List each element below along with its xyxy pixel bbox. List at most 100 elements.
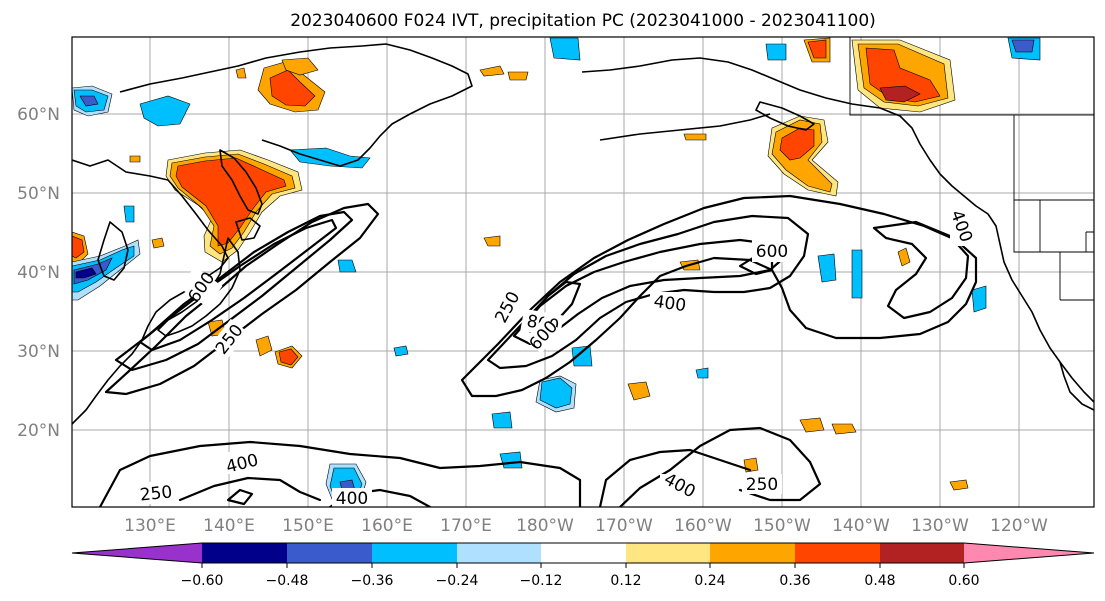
ivt-contour-600	[138, 218, 338, 352]
contour-label-250: 250	[139, 482, 173, 505]
hokkaido-coastline	[235, 217, 261, 241]
alaska-coastline	[581, 57, 1094, 403]
colorbar-tick-label: −0.12	[520, 573, 563, 589]
pc-negative-region	[491, 411, 513, 429]
lon-label-130w: 130°W	[911, 516, 969, 536]
colorbar: −0.60 −0.48 −0.36 −0.24 −0.12 0.12 0.24 …	[71, 542, 1095, 589]
pc-positive-region	[483, 235, 501, 247]
colorbar-tick-label: 0.12	[610, 573, 641, 589]
pc-positive-region	[799, 417, 825, 433]
aleutian-arc	[599, 113, 771, 141]
label-halo	[742, 474, 782, 494]
pc-negative-region	[571, 345, 593, 367]
label-halo	[650, 292, 690, 314]
kamchatka-coastline	[219, 149, 263, 215]
alaska-peninsula-coastline	[755, 101, 815, 131]
pc-positive-region	[779, 127, 815, 161]
colorbar-segment	[287, 543, 372, 563]
pc-negative-region	[539, 377, 573, 409]
latitude-axis: 60°N 50°N 40°N 30°N 20°N	[17, 105, 60, 441]
pc-negative-region	[817, 253, 837, 283]
colorbar-tick-labels: −0.60 −0.48 −0.36 −0.24 −0.12 0.12 0.24 …	[181, 573, 980, 589]
label-halo	[209, 318, 249, 360]
colorbar-tick-label: 0.36	[779, 573, 810, 589]
label-halo	[950, 206, 974, 246]
ivt-contour-400	[618, 426, 822, 507]
lat-label-40n: 40°N	[17, 263, 60, 283]
pc-negative-region	[75, 267, 97, 279]
contour-label-250: 250	[746, 475, 778, 495]
pc-positive-region	[627, 381, 651, 401]
mexico-coastline	[1059, 361, 1094, 411]
label-halo	[660, 474, 700, 496]
pc-negative-region	[971, 285, 987, 313]
label-halo	[179, 266, 223, 308]
pc-negative-region	[499, 451, 523, 469]
label-halo	[332, 488, 372, 507]
ivt-contour-250	[104, 202, 380, 396]
lon-label-180w: 180°W	[516, 516, 574, 536]
colorbar-tick-label: −0.36	[351, 573, 394, 589]
colorbar-segment	[202, 543, 287, 563]
map-panel: 600 250 250 800 600 600 400 400 250 400	[71, 36, 1095, 508]
lon-label-120w: 120°W	[990, 516, 1048, 536]
colorbar-tick-label: 0.24	[694, 573, 725, 589]
lon-label-160w: 160°W	[674, 516, 732, 536]
pc-positive-region	[281, 57, 319, 76]
pc-positive-region	[897, 247, 911, 267]
colorbar-tick-label: −0.60	[181, 573, 224, 589]
lat-label-60n: 60°N	[17, 105, 60, 125]
pc-positive-region	[807, 39, 827, 59]
pc-positive-region	[507, 71, 529, 81]
colorbar-tick-label: −0.24	[436, 573, 479, 589]
political-borders	[849, 37, 1094, 301]
colorbar-segment	[880, 543, 964, 563]
label-halo	[524, 316, 562, 354]
label-halo	[222, 452, 262, 474]
lat-label-30n: 30°N	[17, 342, 60, 362]
pc-positive-region	[949, 479, 969, 491]
ivt-contour-400	[486, 214, 810, 370]
colorbar-ticks	[201, 563, 965, 568]
lon-label-150e: 150°E	[282, 516, 334, 536]
pc-negative-region	[851, 249, 863, 299]
ivt-contour-400	[226, 488, 254, 506]
pc-positive-region	[278, 348, 299, 366]
korea-coastline	[97, 221, 129, 281]
pc-positive-region	[831, 423, 857, 435]
colorbar-segments	[72, 543, 1094, 563]
pc-negative-region	[695, 367, 709, 379]
colorbar-extend-high	[964, 543, 1094, 563]
colorbar-extend-low	[72, 543, 202, 563]
colorbar-segment	[457, 543, 541, 563]
pc-negative-region	[549, 37, 581, 61]
alaska-border-box	[849, 37, 1094, 116]
lon-label-140e: 140°E	[203, 516, 255, 536]
pc-positive-region	[129, 155, 141, 163]
pc-positive-region	[235, 67, 247, 79]
colorbar-segment	[795, 543, 880, 563]
ivt-contour-250	[98, 440, 582, 507]
map-title: 2023040600 F024 IVT, precipitation PC (2…	[290, 11, 876, 31]
contour-label-400: 400	[652, 292, 687, 316]
pc-positive-region	[879, 85, 921, 103]
pc-positive-region	[72, 235, 85, 259]
longitude-axis: 130°E 140°E 150°E 160°E 170°E 180°W 170°…	[124, 516, 1048, 536]
ivt-contour-250	[598, 448, 752, 507]
contour-label-600: 600	[756, 242, 788, 262]
lon-label-140w: 140°W	[832, 516, 890, 536]
label-halo	[136, 482, 176, 504]
colorbar-segment	[541, 543, 626, 563]
pc-positive-region	[269, 69, 316, 107]
ivt-contour-400	[178, 476, 322, 502]
pc-positive-region	[255, 335, 273, 357]
lon-label-170w: 170°W	[595, 516, 653, 536]
lon-label-170e: 170°E	[440, 516, 492, 536]
colorbar-tick-label: 0.60	[948, 573, 979, 589]
pc-negative-region	[1011, 39, 1035, 53]
pc-negative-region	[393, 345, 409, 357]
colorbar-segment	[710, 543, 795, 563]
pc-positive-region	[479, 65, 505, 77]
colorbar-tick-label: −0.48	[266, 573, 309, 589]
lat-label-50n: 50°N	[17, 184, 60, 204]
